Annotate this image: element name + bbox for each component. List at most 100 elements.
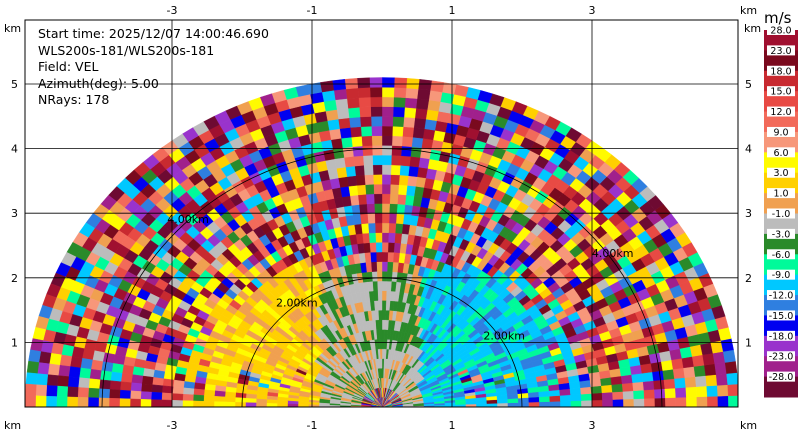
sector-cell — [130, 391, 141, 399]
sector-cell — [193, 395, 204, 402]
sector-cell — [602, 392, 613, 400]
colorbar: 28.023.018.015.012.09.06.03.01.0-1.0-3.0… — [764, 25, 798, 398]
sector-cell — [370, 97, 382, 107]
sector-cell — [397, 204, 405, 214]
sector-cell — [378, 300, 382, 310]
sector-cell — [672, 358, 684, 369]
sector-cell — [370, 78, 383, 88]
sector-cell — [39, 352, 51, 364]
sector-cell — [382, 291, 386, 301]
sector-cell — [684, 367, 696, 378]
colorbar-tick-label: -6.0 — [772, 250, 791, 261]
sector-cell — [382, 165, 391, 175]
sector-cell — [382, 262, 388, 272]
sector-cell — [539, 402, 550, 407]
range-ring-label: 4.00km — [167, 213, 209, 226]
instrument-text: WLS200s-181/WLS200s-181 — [38, 43, 269, 60]
sector-cell — [392, 126, 403, 136]
sector-cell — [78, 378, 89, 389]
sector-cell — [613, 399, 624, 407]
sector-cell — [89, 379, 100, 389]
sector-cell — [214, 391, 225, 397]
sector-cell — [405, 195, 414, 206]
sector-cell — [408, 166, 418, 177]
sector-cell — [382, 349, 384, 359]
sector-cell — [36, 385, 47, 397]
sector-cell — [387, 271, 393, 281]
sector-cell — [655, 398, 666, 407]
sector-cell — [225, 402, 236, 407]
sector-cell — [382, 320, 385, 330]
sector-cell — [393, 97, 405, 107]
sector-cell — [355, 165, 365, 175]
sector-cell — [120, 399, 131, 408]
sector-cell — [382, 233, 389, 243]
sector-cell — [415, 108, 427, 119]
sector-cell — [88, 388, 99, 398]
sector-cell — [560, 395, 571, 402]
sector-cell — [320, 81, 334, 92]
sector-cell — [400, 165, 410, 175]
sector-cell — [371, 126, 382, 136]
sector-cell — [413, 128, 425, 139]
sector-cell — [382, 242, 388, 252]
sector-cell — [113, 355, 125, 365]
sector-cell — [394, 87, 407, 97]
sector-cell — [277, 400, 288, 404]
sector-cell — [36, 396, 47, 407]
sector-cell — [256, 403, 267, 407]
sector-cell — [706, 375, 718, 386]
sector-cell — [377, 281, 382, 291]
sector-cell — [429, 149, 441, 160]
sector-cell — [26, 373, 38, 385]
x-tick-label-bottom: 1 — [449, 419, 456, 432]
sector-cell — [697, 397, 708, 408]
sector-cell — [143, 368, 155, 377]
sector-cell — [389, 223, 396, 233]
sector-cell — [382, 213, 389, 223]
sector-cell — [99, 398, 110, 407]
sector-cell — [121, 373, 133, 382]
sector-cell — [382, 359, 384, 369]
sector-cell — [378, 310, 382, 320]
sector-cell — [419, 158, 430, 169]
sector-cell — [335, 99, 348, 110]
sector-cell — [348, 107, 360, 118]
sector-cell — [392, 272, 398, 282]
sector-cell — [324, 100, 337, 111]
sector-cell — [370, 87, 382, 97]
sector-cell — [713, 352, 725, 364]
colorbar-tick-label: -23.0 — [769, 352, 794, 363]
sector-cell — [235, 398, 246, 403]
sector-cell — [329, 129, 341, 140]
sector-cell — [225, 397, 236, 402]
sector-cell — [612, 384, 623, 392]
sector-cell — [386, 281, 391, 291]
sector-cell — [91, 360, 103, 371]
sector-cell — [591, 386, 602, 394]
sector-cell — [367, 213, 375, 223]
sector-cell — [194, 389, 205, 396]
colorbar-tick-label: 28.0 — [770, 26, 791, 37]
sector-cell — [418, 79, 432, 90]
sector-cell — [644, 398, 655, 407]
sector-cell — [385, 320, 389, 330]
sector-cell — [133, 367, 145, 376]
colorbar-tick-label: -28.0 — [769, 372, 794, 383]
sector-cell — [718, 396, 729, 407]
azimuth-text: Azimuth(deg): 5.00 — [38, 76, 269, 93]
sector-cell — [404, 107, 416, 118]
colorbar-tick-label: 12.0 — [770, 107, 791, 118]
sector-cell — [110, 381, 121, 390]
sector-cell — [352, 146, 363, 156]
sector-cell — [67, 397, 78, 407]
sector-cell — [725, 361, 737, 374]
sector-cell — [99, 389, 110, 399]
sector-cell — [141, 384, 152, 392]
sector-cell — [401, 146, 412, 156]
sector-cell — [385, 330, 388, 340]
sector-cell — [131, 383, 142, 392]
sector-cell — [560, 401, 571, 407]
y-tick-label-left: 4 — [11, 143, 18, 156]
sector-cell — [390, 184, 399, 194]
